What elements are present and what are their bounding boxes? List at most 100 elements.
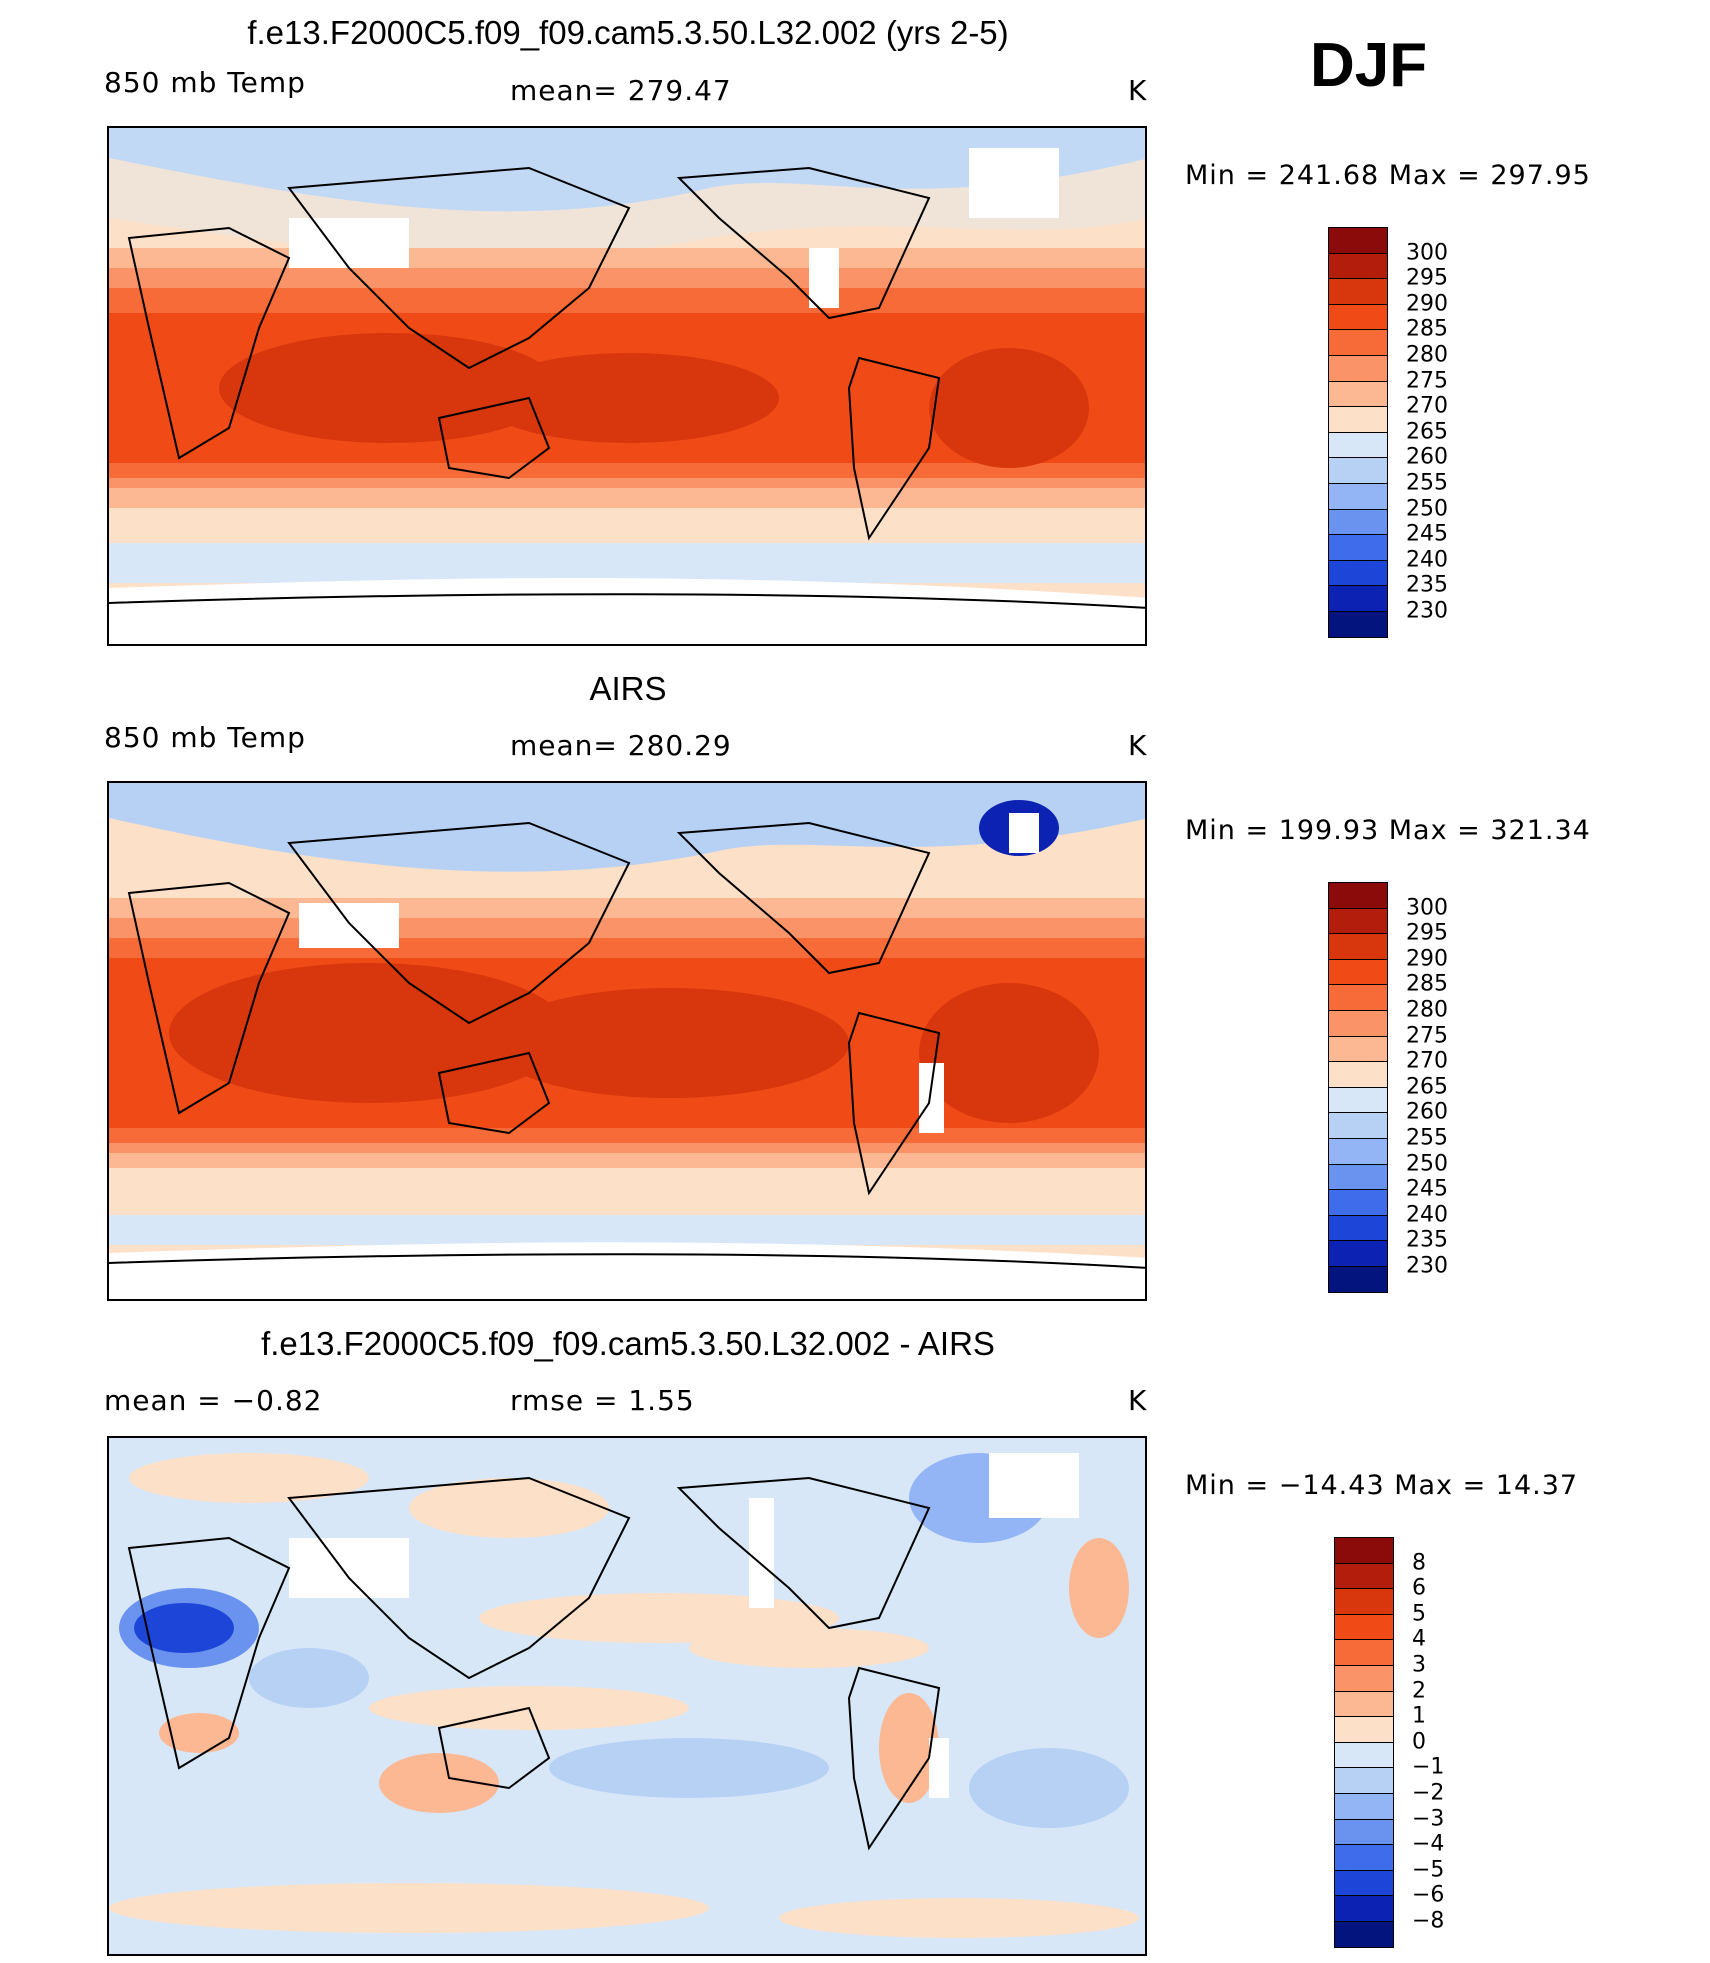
colorbar-tick-label: 245 [1406, 521, 1448, 547]
colorbar-tick-label: 4 [1412, 1626, 1426, 1652]
colorbar-swatch [1328, 958, 1388, 986]
colorbar-tick-label: −3 [1412, 1806, 1445, 1832]
colorbar-swatch [1328, 882, 1388, 909]
colorbar-tick-label: −4 [1412, 1831, 1445, 1857]
colorbar-swatch [1328, 355, 1388, 382]
colorbar-swatch [1328, 559, 1388, 587]
panel-1-units-label: K [1128, 74, 1148, 107]
panel-2-variable-label: 850 mb Temp [104, 721, 306, 754]
colorbar-tick-label: 255 [1406, 1125, 1448, 1151]
colorbar-swatch [1328, 1189, 1388, 1216]
colorbar-tick-label: 260 [1406, 1099, 1448, 1125]
colorbar-tick-label: 0 [1412, 1729, 1426, 1755]
colorbar-swatch [1328, 1266, 1388, 1293]
colorbar-swatch [1328, 406, 1388, 433]
colorbar-tick-label: −5 [1412, 1857, 1445, 1883]
panel-1-mean-label: mean= 279.47 [510, 74, 732, 107]
panel-1-map [107, 126, 1147, 646]
colorbar-tick-label: 230 [1406, 598, 1448, 624]
colorbar-tick-label: 285 [1406, 316, 1448, 342]
colorbar-tick-label: 285 [1406, 971, 1448, 997]
panel-3-mean-label: mean = −0.82 [104, 1384, 323, 1417]
colorbar-swatch [1334, 1844, 1394, 1871]
colorbar-tick-label: 240 [1406, 547, 1448, 573]
season-label: DJF [1310, 31, 1428, 100]
panel-1-title: f.e13.F2000C5.f09_f09.cam5.3.50.L32.002 … [247, 14, 1009, 51]
colorbar-swatch [1334, 1767, 1394, 1794]
colorbar-tick-label: 6 [1412, 1575, 1426, 1601]
panel-2-mean-label: mean= 280.29 [510, 729, 732, 762]
colorbar-swatch [1334, 1741, 1394, 1769]
colorbar-swatch [1334, 1588, 1394, 1615]
colorbar-swatch [1328, 1086, 1388, 1114]
colorbar-swatch [1328, 1163, 1388, 1191]
colorbar-tick-label: 295 [1406, 265, 1448, 291]
colorbar-tick-label: 250 [1406, 496, 1448, 522]
colorbar-swatch [1328, 252, 1388, 280]
colorbar-swatch [1334, 1639, 1394, 1666]
colorbar-swatch [1328, 303, 1388, 331]
colorbar-swatch [1334, 1921, 1394, 1948]
colorbar-swatch [1328, 483, 1388, 510]
colorbar-swatch [1334, 1716, 1394, 1743]
colorbar-swatch [1328, 1138, 1388, 1165]
colorbar-swatch [1328, 329, 1388, 356]
colorbar-tick-label: 300 [1406, 895, 1448, 921]
colorbar-tick-label: −1 [1412, 1754, 1445, 1780]
colorbar-tick-label: 255 [1406, 470, 1448, 496]
colorbar-tick-label: 260 [1406, 444, 1448, 470]
colorbar-swatch [1328, 1214, 1388, 1242]
colorbar-tick-label: 230 [1406, 1253, 1448, 1279]
colorbar-swatch [1334, 1613, 1394, 1641]
colorbar-swatch [1334, 1818, 1394, 1846]
colorbar-tick-label: 270 [1406, 1048, 1448, 1074]
colorbar-tick-label: 250 [1406, 1151, 1448, 1177]
panel-2-title: AIRS [589, 670, 667, 707]
colorbar-tick-label: 275 [1406, 368, 1448, 394]
colorbar-swatch [1328, 431, 1388, 459]
colorbar-swatch [1328, 611, 1388, 638]
panel-2-minmax: Min = 199.93 Max = 321.34 [1185, 815, 1591, 846]
colorbar-swatch [1328, 585, 1388, 612]
panel-3-map [107, 1436, 1147, 1956]
colorbar-tick-label: 235 [1406, 572, 1448, 598]
colorbar-swatch [1328, 457, 1388, 484]
colorbar-tick-label: 295 [1406, 920, 1448, 946]
colorbar-tick-label: 240 [1406, 1202, 1448, 1228]
colorbar-tick-label: 275 [1406, 1023, 1448, 1049]
panel-2-map [107, 781, 1147, 1301]
panel-1-variable-label: 850 mb Temp [104, 66, 306, 99]
colorbar-swatch [1328, 508, 1388, 536]
colorbar-tick-label: 280 [1406, 342, 1448, 368]
colorbar-swatch [1328, 907, 1388, 935]
colorbar-tick-label: 5 [1412, 1601, 1426, 1627]
colorbar-swatch [1328, 278, 1388, 305]
panel-3-units-label: K [1128, 1384, 1148, 1417]
colorbar-swatch [1334, 1793, 1394, 1820]
panel-3-rmse-label: rmse = 1.55 [510, 1384, 695, 1417]
colorbar-swatch [1334, 1537, 1394, 1564]
colorbar-tick-label: 235 [1406, 1227, 1448, 1253]
colorbar-swatch [1334, 1665, 1394, 1692]
colorbar-swatch [1334, 1690, 1394, 1718]
colorbar-swatch [1334, 1869, 1394, 1897]
colorbar-tick-label: 290 [1406, 291, 1448, 317]
colorbar-swatch [1328, 1010, 1388, 1037]
colorbar-tick-label: 245 [1406, 1176, 1448, 1202]
colorbar-swatch [1328, 1035, 1388, 1063]
colorbar-tick-label: 1 [1412, 1703, 1426, 1729]
colorbar-tick-label: 3 [1412, 1652, 1426, 1678]
colorbar-tick-label: −8 [1412, 1908, 1445, 1934]
colorbar-tick-label: 8 [1412, 1550, 1426, 1576]
colorbar-swatch [1328, 933, 1388, 960]
colorbar-swatch [1328, 1061, 1388, 1088]
colorbar-swatch [1334, 1562, 1394, 1590]
colorbar-swatch [1328, 380, 1388, 408]
colorbar-tick-label: −6 [1412, 1882, 1445, 1908]
colorbar-tick-label: 265 [1406, 1074, 1448, 1100]
colorbar-tick-label: −2 [1412, 1780, 1445, 1806]
colorbar-tick-label: 270 [1406, 393, 1448, 419]
colorbar-tick-label: 265 [1406, 419, 1448, 445]
colorbar-swatch [1328, 1112, 1388, 1139]
panel-1-minmax: Min = 241.68 Max = 297.95 [1185, 160, 1591, 191]
